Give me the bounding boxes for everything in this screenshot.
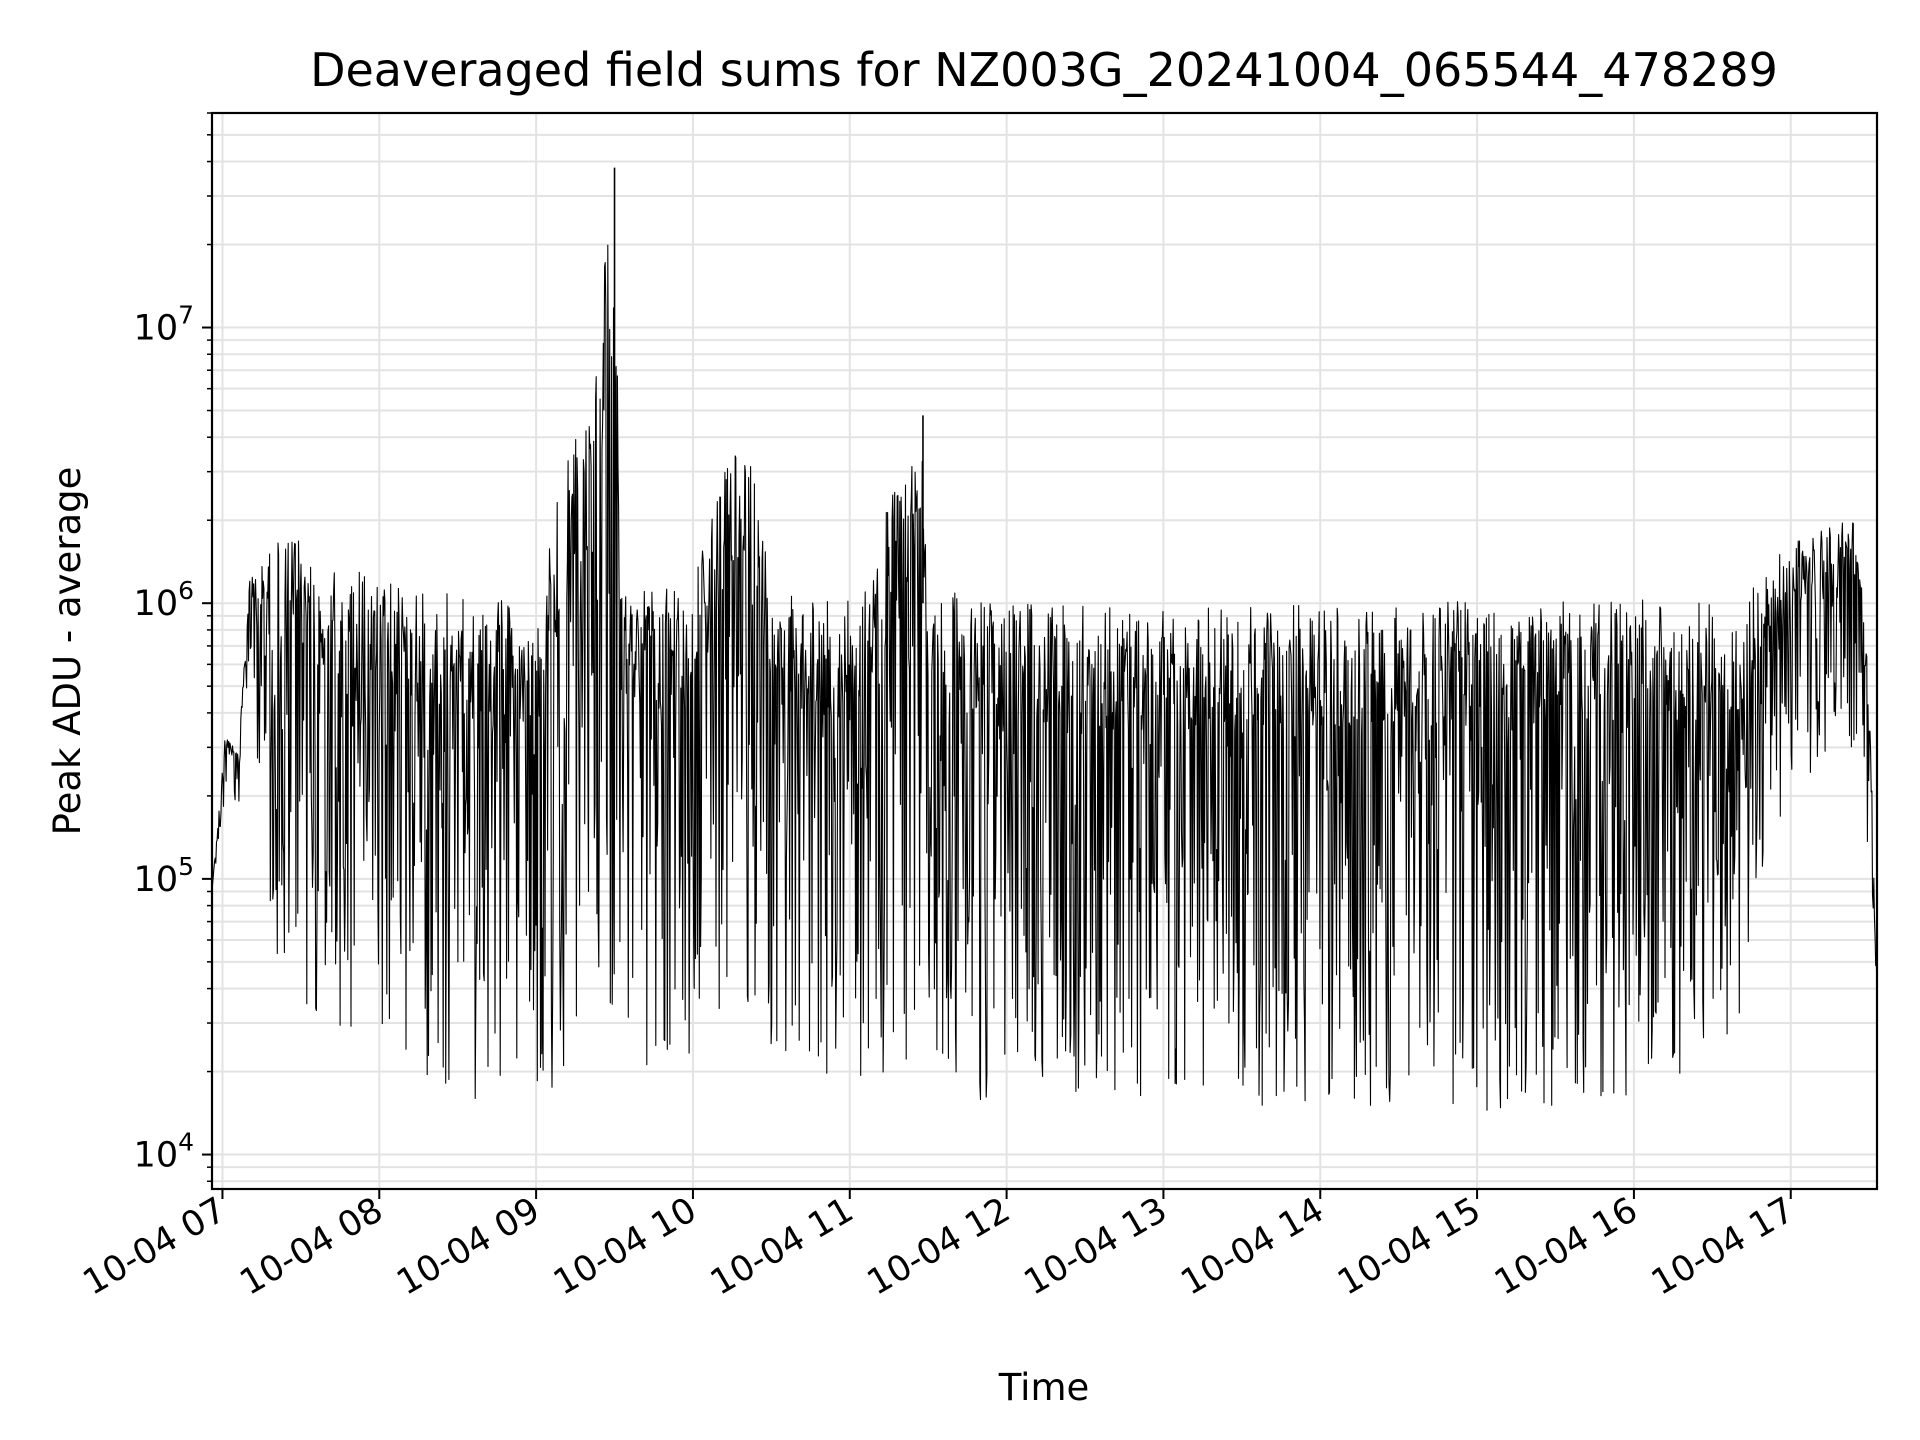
grid-layer xyxy=(212,112,1877,1189)
series-line xyxy=(211,244,1878,1111)
y-tick-exponent: 7 xyxy=(178,301,194,330)
y-tick-label: 107 xyxy=(134,301,194,349)
y-tick-base: 10 xyxy=(134,309,179,349)
series-layer xyxy=(211,167,1878,1111)
y-tick-label: 105 xyxy=(134,852,194,900)
y-tick-exponent: 5 xyxy=(178,852,194,881)
y-tick-base: 10 xyxy=(134,584,179,624)
y-tick-label: 104 xyxy=(134,1128,194,1176)
y-axis-label: Peak ADU - average xyxy=(46,467,89,836)
x-axis-label: Time xyxy=(998,1366,1090,1409)
y-tick-exponent: 6 xyxy=(178,576,194,605)
y-tick-label: 106 xyxy=(134,576,194,624)
y-tick-exponent: 4 xyxy=(178,1128,194,1157)
y-tick-base: 10 xyxy=(134,1136,179,1176)
plot-frame xyxy=(210,111,1879,1191)
chart-title: Deaveraged field sums for NZ003G_2024100… xyxy=(310,43,1778,97)
y-tick-base: 10 xyxy=(134,860,179,900)
